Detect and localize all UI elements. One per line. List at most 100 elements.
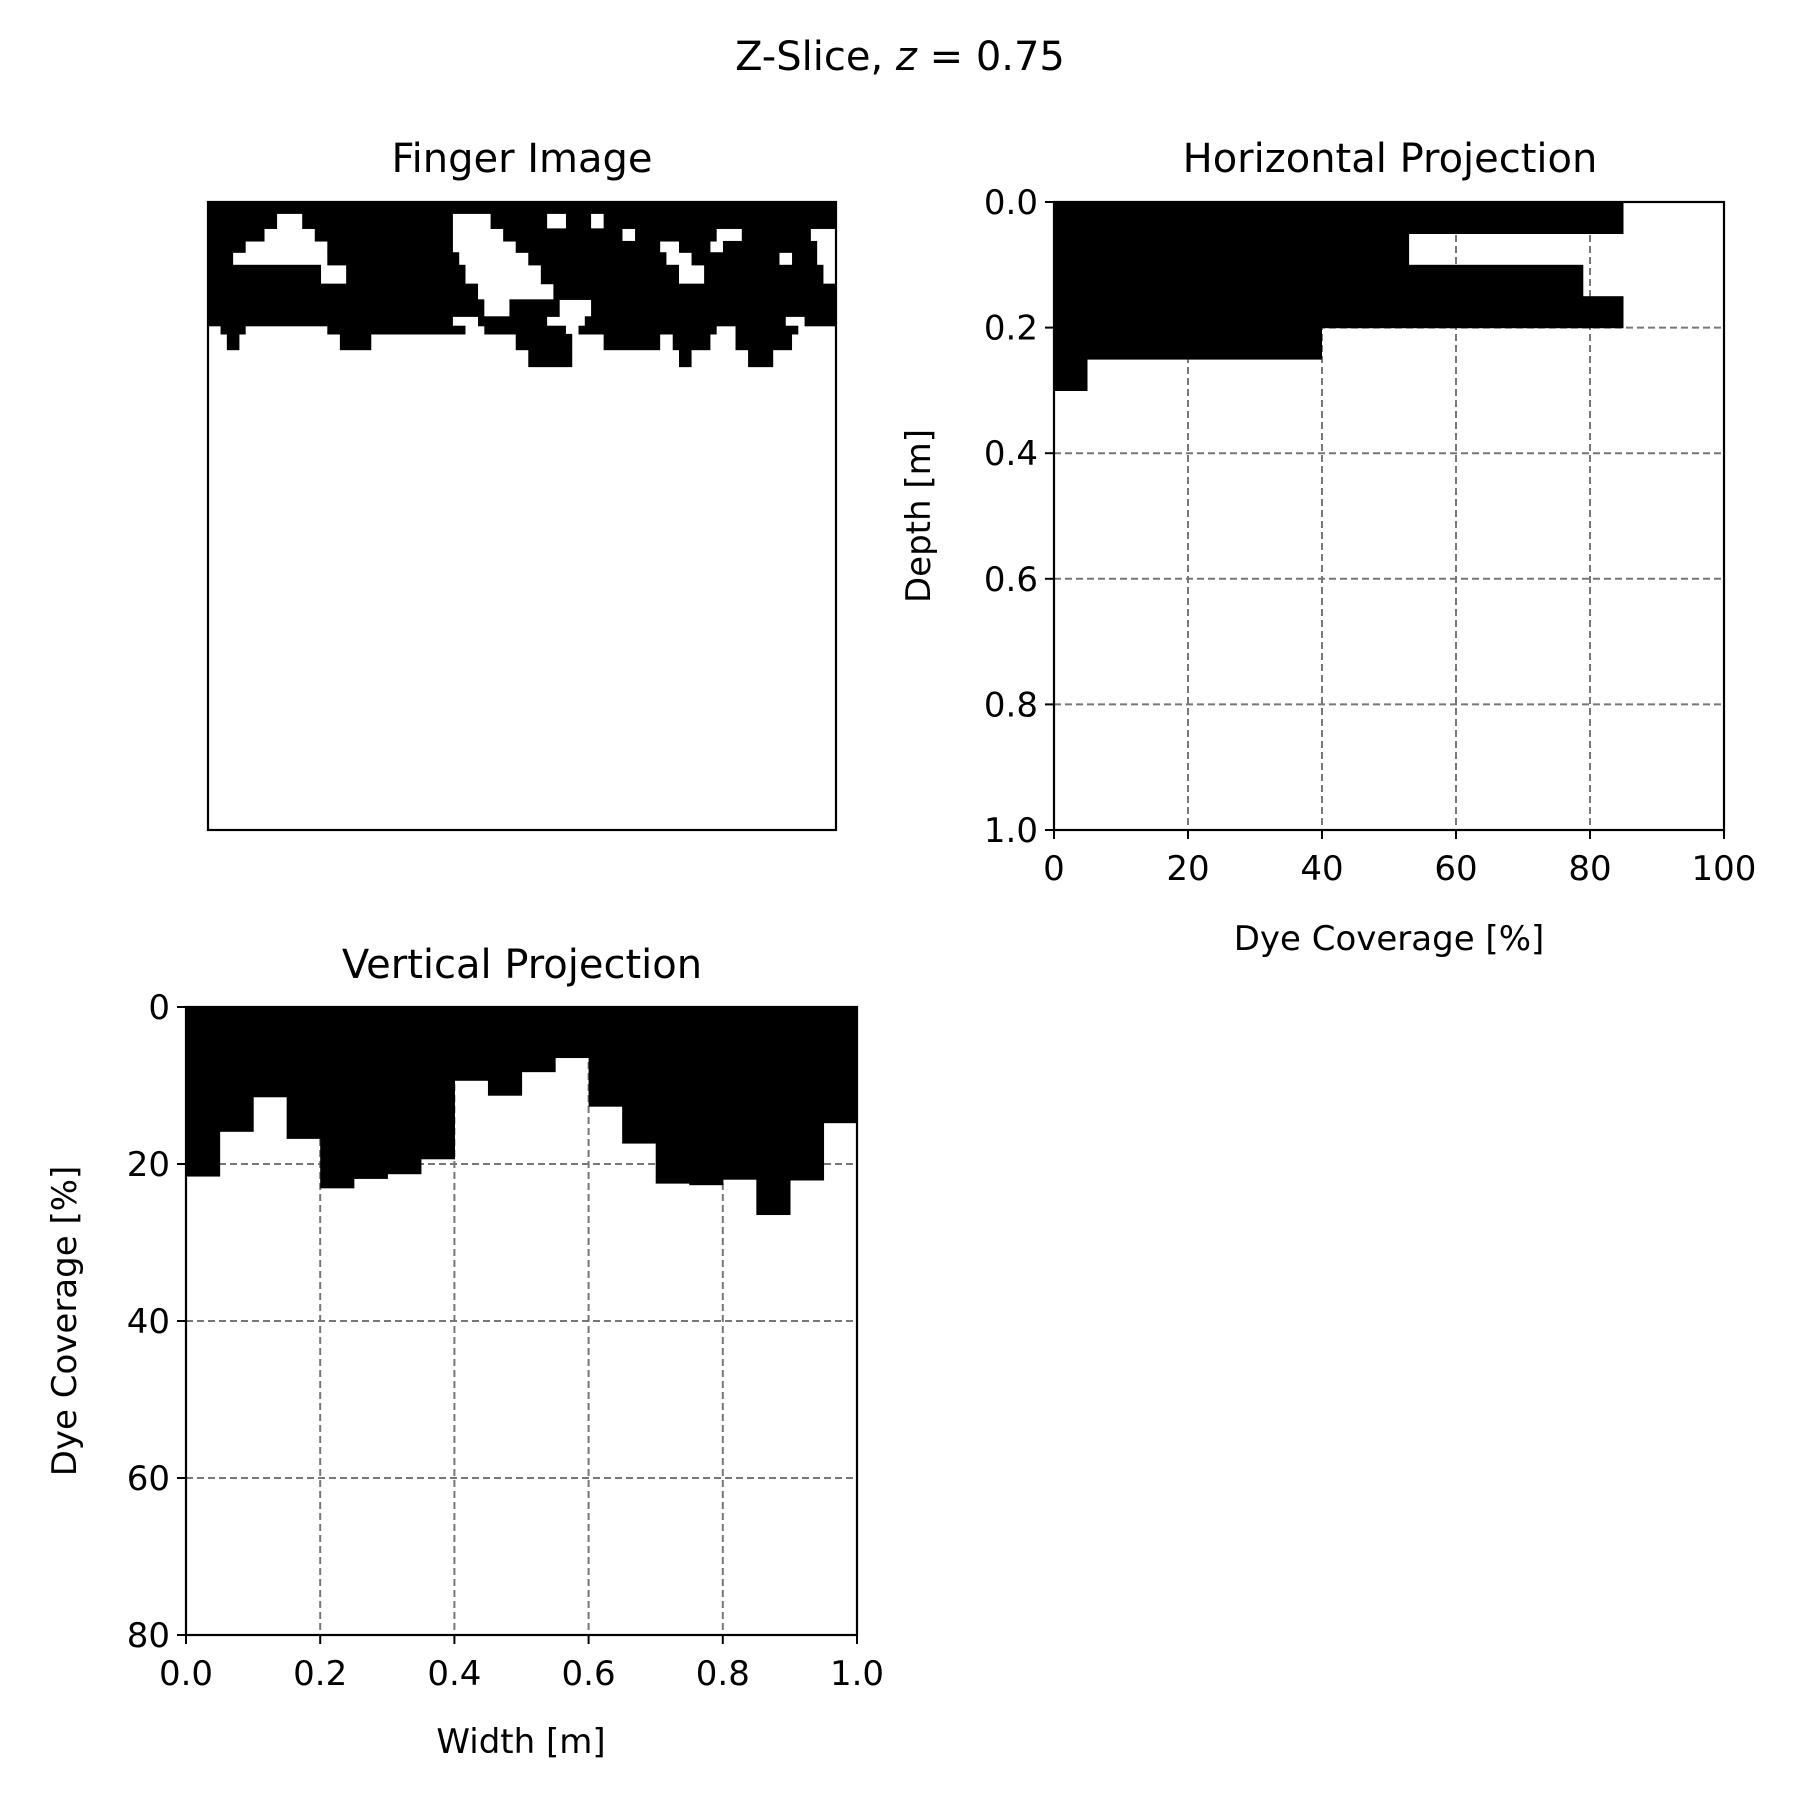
vertical-projection-bar xyxy=(186,1007,221,1177)
horizontal-projection-bar xyxy=(1054,296,1624,329)
x-tick-label: 20 xyxy=(1166,849,1209,889)
dye-patch xyxy=(327,252,460,266)
dye-patch xyxy=(220,325,246,335)
dye-patch xyxy=(208,299,485,317)
y-tick-label: 0.2 xyxy=(984,309,1038,349)
dye-patch xyxy=(704,264,824,285)
vertical-projection-bar xyxy=(420,1007,455,1160)
dye-patch xyxy=(679,349,692,368)
y-tick-label: 1.0 xyxy=(984,811,1038,851)
vertical-projection-panel: Vertical Projection 0.0 0.2 0.4 0.6 0.8 1.0 0 2… xyxy=(45,942,884,1762)
y-tick-label: 0 xyxy=(148,988,170,1028)
dye-patch xyxy=(679,240,711,253)
dye-patch xyxy=(735,325,799,335)
vertical-projection-title: Vertical Projection xyxy=(342,942,702,988)
dye-patch xyxy=(603,213,836,229)
x-tick-label: 0.4 xyxy=(427,1654,481,1694)
vertical-projection-bar xyxy=(789,1007,825,1181)
dye-patch xyxy=(346,264,466,285)
dye-patch xyxy=(503,228,623,242)
vertical-projection-bar xyxy=(588,1007,623,1107)
y-tick-label: 0.4 xyxy=(984,434,1038,474)
dye-patch xyxy=(528,252,667,266)
dye-patch xyxy=(804,316,836,327)
vertical-projection-bar xyxy=(622,1007,657,1144)
dye-patch xyxy=(603,333,661,351)
x-tick-label: 40 xyxy=(1300,849,1343,889)
dye-patch xyxy=(735,333,793,351)
y-tick-label: 0.6 xyxy=(984,560,1038,600)
vertical-projection-bar xyxy=(253,1007,288,1098)
vertical-projection-ylabel: Dye Coverage [%] xyxy=(45,1166,85,1477)
dye-patch xyxy=(208,264,322,285)
horizontal-projection-ticks: 0 20 40 60 80 100 0.0 0.2 0.4 0.6 0.8 1.0 xyxy=(984,183,1757,889)
finger-image-title: Finger Image xyxy=(392,136,653,182)
dye-patch xyxy=(509,299,560,317)
finger-image-frame xyxy=(206,200,838,832)
dye-patch xyxy=(540,264,679,285)
horizontal-projection-bar xyxy=(1054,327,1322,360)
finger-image-panel: Finger Image xyxy=(206,136,838,832)
vertical-projection-bar xyxy=(320,1007,355,1189)
vertical-projection-bar xyxy=(353,1007,388,1179)
dye-patch xyxy=(792,252,818,266)
horizontal-projection-title: Horizontal Projection xyxy=(1183,136,1598,182)
vertical-projection-bar xyxy=(756,1007,791,1216)
dye-patch xyxy=(208,213,278,229)
vertical-projection-bar xyxy=(689,1007,724,1186)
vertical-projection-xlabel: Width [m] xyxy=(436,1722,605,1762)
vertical-projection-bar xyxy=(387,1007,422,1175)
dye-patch xyxy=(327,240,453,253)
horizontal-projection-panel: Horizontal Projection 0 20 40 60 80 100 0.0 0.2… xyxy=(899,136,1756,959)
vertical-projection-bar xyxy=(487,1007,523,1096)
dye-patch xyxy=(490,213,548,229)
dye-patch xyxy=(314,228,453,242)
x-tick-label: 100 xyxy=(1692,849,1757,889)
y-tick-label: 60 xyxy=(127,1459,170,1499)
vertical-projection-bar xyxy=(454,1007,489,1081)
dye-patch xyxy=(584,316,786,327)
vertical-projection-bar xyxy=(219,1007,254,1132)
vertical-projection-bar xyxy=(655,1007,690,1184)
horizontal-projection-bar xyxy=(1054,359,1088,391)
horizontal-projection-frame xyxy=(1052,200,1726,832)
dye-patch xyxy=(208,240,246,253)
x-tick-label: 0.2 xyxy=(293,1654,347,1694)
y-tick-label: 40 xyxy=(127,1302,170,1342)
horizontal-projection-ylabel: Depth [m] xyxy=(899,429,939,603)
dye-patch xyxy=(741,228,811,242)
x-tick-label: 0.0 xyxy=(159,1654,213,1694)
dye-patch xyxy=(226,333,240,351)
dye-patch xyxy=(208,202,836,214)
dye-patch xyxy=(208,228,265,242)
y-tick-label: 20 xyxy=(127,1145,170,1185)
finger-image-cells xyxy=(208,202,836,368)
dye-patch xyxy=(635,228,717,242)
dye-patch xyxy=(528,349,573,368)
dye-patch xyxy=(302,213,453,229)
horizontal-projection-bar xyxy=(1054,233,1410,266)
x-tick-label: 0.8 xyxy=(696,1654,750,1694)
horizontal-projection-bar xyxy=(1054,264,1584,297)
vertical-projection-bar xyxy=(823,1007,858,1124)
dye-patch xyxy=(672,333,711,351)
vertical-projection-bars xyxy=(186,1007,858,1216)
vertical-projection-ticks: 0.0 0.2 0.4 0.6 0.8 1.0 0 20 40 60 80 xyxy=(127,988,884,1694)
dye-patch xyxy=(339,333,372,351)
x-tick-label: 1.0 xyxy=(830,1654,884,1694)
dye-patch xyxy=(691,252,780,266)
dye-patch xyxy=(722,240,818,253)
x-tick-label: 0.6 xyxy=(562,1654,616,1694)
dye-patch xyxy=(515,333,573,351)
horizontal-projection-bar xyxy=(1054,202,1624,234)
dye-patch xyxy=(565,213,592,229)
vertical-projection-bar xyxy=(286,1007,321,1139)
dye-patch xyxy=(748,349,774,368)
x-tick-label: 60 xyxy=(1434,849,1477,889)
horizontal-projection-bars xyxy=(1054,202,1624,391)
dye-patch xyxy=(208,283,479,300)
y-tick-label: 80 xyxy=(127,1616,170,1656)
vertical-projection-bar xyxy=(521,1007,556,1073)
vertical-projection-bar xyxy=(555,1007,590,1059)
